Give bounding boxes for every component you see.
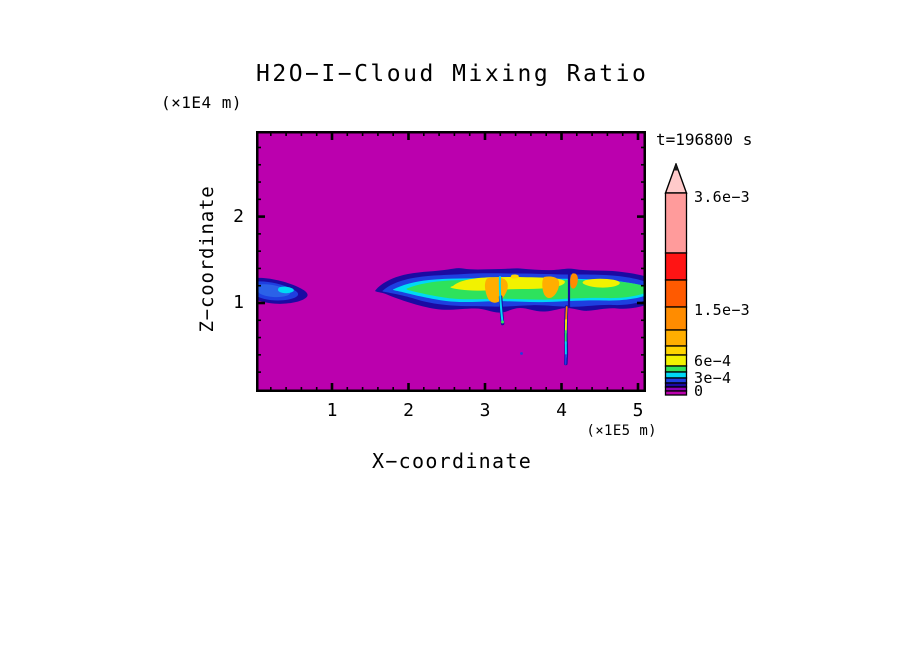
orange-streak-c [569, 273, 578, 289]
colorbar [664, 161, 690, 401]
colorbar-band-12 [664, 390, 688, 396]
colorbar-band-1 [664, 252, 688, 281]
field-background [256, 131, 646, 392]
colorbar-label-0: 3.6e−3 [694, 188, 750, 206]
left-cloud-cyan-core [277, 286, 294, 294]
chart-title: H2O−I−Cloud Mixing Ratio [256, 61, 649, 87]
colorbar-label-3: 3e−4 [694, 369, 732, 387]
right-yellow-patch [582, 278, 620, 288]
main-cloud-yellow-core [450, 276, 565, 291]
x-tick-label-1: 1 [326, 400, 338, 421]
colorbar-label-4: 0 [694, 382, 704, 400]
plot-border [256, 131, 646, 392]
colorbar-arrow-tip [673, 164, 679, 171]
detached-speck [520, 352, 523, 355]
colorbar-band-7 [664, 365, 688, 373]
y-axis-label: Z−coordinate [196, 185, 218, 333]
colorbar-label-2: 6e−4 [694, 352, 732, 370]
colorbar-band-3 [664, 306, 688, 331]
orange-streak-b [542, 276, 560, 299]
x-tick-label-5: 5 [632, 400, 644, 421]
colorbar-band-6 [664, 354, 688, 367]
x-axis-label: X−coordinate [371, 449, 533, 473]
colorbar-band-2 [664, 279, 688, 308]
x-axis-unit-label: (×1E5 m) [586, 423, 657, 439]
gold-dash [510, 274, 519, 279]
colorbar-svg [664, 161, 688, 396]
y-tick-label-2: 2 [233, 205, 244, 227]
colorbar-band-9 [664, 377, 688, 384]
y-tick-label-1: 1 [233, 292, 244, 313]
y-axis-unit-label: (×1E4 m) [161, 93, 243, 112]
time-annotation: t=196800 s [656, 130, 753, 149]
colorbar-band-8 [664, 371, 688, 379]
short-streak-core [498, 276, 504, 323]
x-tick-label-4: 4 [556, 400, 567, 421]
x-tick-label-3: 3 [479, 400, 491, 421]
colorbar-bands [664, 192, 688, 396]
cloud-field [256, 268, 646, 366]
colorbar-band-4 [664, 329, 688, 347]
x-tick-label-2: 2 [403, 400, 414, 421]
contour-plot [256, 131, 646, 392]
plot-area [256, 131, 646, 396]
colorbar-band-0 [664, 192, 688, 254]
colorbar-band-5 [664, 345, 688, 356]
short-streak-tip [501, 320, 504, 324]
colorbar-label-1: 1.5e−3 [694, 301, 750, 319]
